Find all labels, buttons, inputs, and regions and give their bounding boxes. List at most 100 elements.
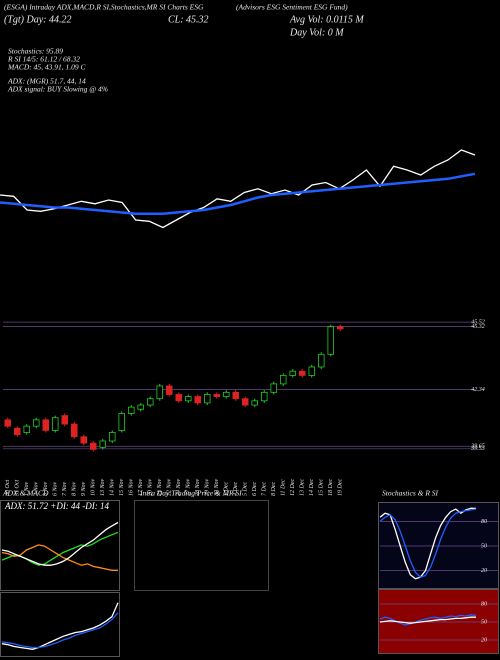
day-vol: Day Vol: 0 M xyxy=(289,27,344,38)
x-tick-label: 24 Nov xyxy=(175,478,182,496)
x-tick-label: 11 Dec xyxy=(281,479,287,496)
x-tick-label: 17 Nov xyxy=(138,478,144,496)
chart-title: (ESGA) Intraday ADX,MACD,R SI,Stochastic… xyxy=(4,3,204,12)
stat: MACD: 45, 43.91, 1.09 C xyxy=(7,63,86,72)
candle-body xyxy=(213,394,220,397)
x-tick-label: 28 Nov xyxy=(195,478,201,496)
candle-body xyxy=(298,370,306,376)
avg-vol: Avg Vol: 0.0115 M xyxy=(289,14,364,25)
x-tick-label: 14 Dec xyxy=(308,479,315,496)
candle-body xyxy=(118,413,126,431)
candle-body xyxy=(222,391,230,397)
y-tick-label: 80 xyxy=(481,519,487,525)
y-tick-label: 39.65 xyxy=(470,444,485,450)
series-line xyxy=(1,521,119,566)
candle-body xyxy=(42,419,50,431)
x-tick-label: 8 Dec xyxy=(271,482,277,496)
x-tick-label: 31 Oct xyxy=(15,480,21,497)
candle-body xyxy=(4,419,11,427)
x-tick-label: 16 Nov xyxy=(129,478,135,496)
x-tick-label: 6 Nov xyxy=(53,481,59,496)
x-tick-label: 20 Nov xyxy=(148,478,154,496)
x-tick-label: 15 Nov xyxy=(119,478,125,496)
candle-body xyxy=(13,427,21,436)
x-tick-label: 13 Nov xyxy=(100,478,106,496)
x-tick-label: 8 Nov xyxy=(72,481,78,496)
candle-body xyxy=(289,370,296,376)
x-tick-label: 7 Nov xyxy=(62,481,68,496)
candle-body xyxy=(156,385,163,400)
x-tick-label: 29 Nov xyxy=(205,478,211,496)
y-tick-label: 39.53 xyxy=(470,446,485,452)
y-tick-label: 45.52 xyxy=(471,319,485,326)
candle-body xyxy=(127,406,135,414)
candle-body xyxy=(232,391,239,400)
candle-body xyxy=(52,417,59,431)
candle-body xyxy=(203,394,211,404)
candle-body xyxy=(260,391,268,402)
candle-body xyxy=(336,326,344,330)
y-tick-label: 45.32 xyxy=(471,323,485,330)
x-tick-label: 4 Dec xyxy=(232,482,239,496)
x-tick-label: 10 Nov xyxy=(91,478,97,496)
x-tick-label: 13 Dec xyxy=(300,479,306,496)
panel-title: Stochastics & R SI xyxy=(382,489,439,498)
panel-title: Intra Day Trading Price & MR SI xyxy=(139,489,242,498)
x-tick-label: 21 Nov xyxy=(157,478,163,496)
x-tick-label: 19 Dec xyxy=(338,479,344,496)
panel-title: ADX & MACD xyxy=(2,489,49,498)
panel-label: ADX: 51.72 +DI: 44 -DI: 14 xyxy=(4,501,110,511)
candle-body xyxy=(109,432,116,442)
candle-body xyxy=(184,396,192,402)
candle-body xyxy=(194,396,201,404)
series-line xyxy=(1,602,119,650)
x-tick-label: 5 Dec xyxy=(243,482,249,496)
x-tick-label: 27 Nov xyxy=(186,478,192,496)
candle-body xyxy=(308,366,315,376)
series-line xyxy=(1,544,118,571)
close: CL: 45.32 xyxy=(168,14,209,25)
adx-panel xyxy=(0,500,120,591)
x-tick-label: 12 Dec xyxy=(290,479,296,496)
candle-body xyxy=(99,440,107,448)
series-line xyxy=(0,149,476,229)
x-tick-label: 30 Nov xyxy=(214,478,220,497)
x-tick-label: 1 Nov xyxy=(24,481,30,496)
series-line xyxy=(1,612,119,649)
y-tick-label: 50 xyxy=(481,619,487,625)
candle-body xyxy=(279,375,287,385)
y-tick-label: 20 xyxy=(481,568,487,574)
x-tick-label: 15 Dec xyxy=(319,479,325,496)
x-tick-label: 18 Dec xyxy=(328,479,334,496)
candle-body xyxy=(327,326,334,355)
stat: R SI 14/5: 61.12 / 68.32 xyxy=(7,55,80,64)
x-tick-label: 9 Nov xyxy=(81,481,87,496)
series-line xyxy=(379,508,477,578)
y-tick-label: 20 xyxy=(481,637,487,643)
candle-body xyxy=(80,436,88,444)
x-tick-label: 22 Nov xyxy=(167,478,173,496)
x-tick-label: 14 Nov xyxy=(109,478,116,496)
y-tick-label: 50 xyxy=(481,543,487,549)
series-line xyxy=(0,172,476,215)
x-tick-label: 6 Dec xyxy=(252,482,258,496)
subtitle: (Advisors ESG Sentiment ESG Fund) xyxy=(236,3,348,12)
candle-body xyxy=(71,423,78,438)
candle-body xyxy=(61,415,69,425)
candle-body xyxy=(270,383,277,393)
series-line xyxy=(379,616,476,624)
x-tick-label: 3 Nov xyxy=(43,481,49,497)
x-tick-label: 30 Oct xyxy=(5,480,11,497)
x-tick-label: 2 Nov xyxy=(34,481,40,496)
candle-body xyxy=(137,404,144,410)
y-tick-label: 80 xyxy=(481,601,487,607)
stat: ADX signal: BUY Slowing @ 4% xyxy=(7,85,108,94)
candle-body xyxy=(175,394,182,402)
stat: ADX: (MGR) 51.7, 44, 14 xyxy=(7,77,86,86)
candle-body xyxy=(90,442,97,450)
candle-body xyxy=(165,385,173,395)
x-tick-label: 7 Dec xyxy=(262,482,268,496)
candle-body xyxy=(251,400,258,406)
